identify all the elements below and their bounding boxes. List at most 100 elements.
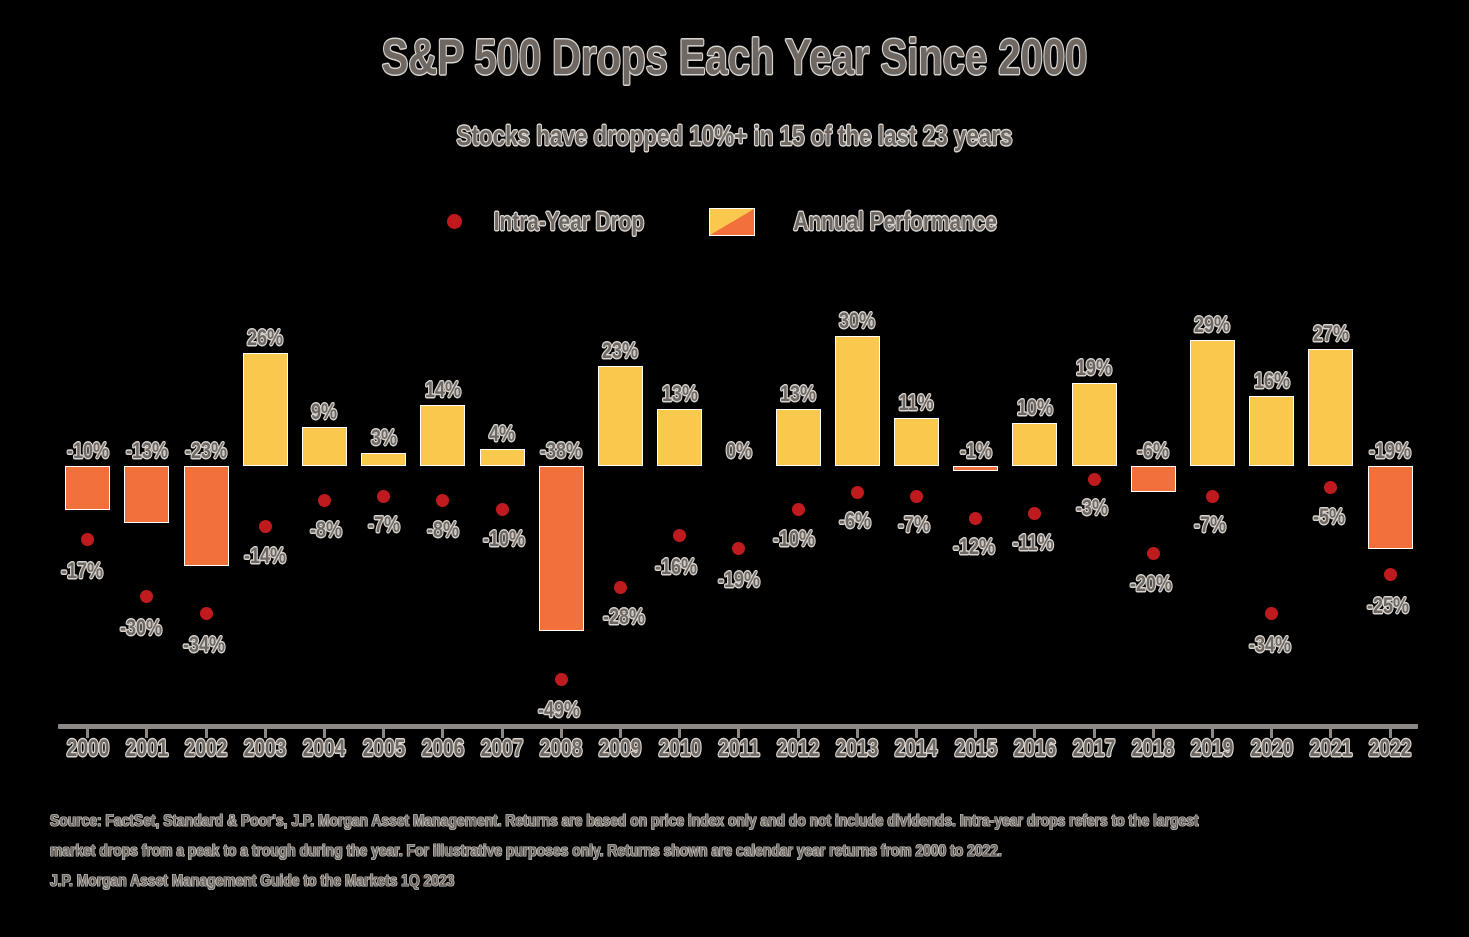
bar-2010[interactable] [657,409,703,466]
drop-value-label-2007: -10% [482,525,526,551]
split-square-icon [708,207,755,236]
x-axis-tick [559,729,563,738]
bar-2006[interactable] [420,405,466,466]
drop-dot-2007[interactable] [495,503,509,516]
bar-2020[interactable] [1249,396,1295,466]
drop-dot-2002[interactable] [199,607,213,621]
bar-2001[interactable] [124,466,170,523]
drop-value-label-2016: -11% [1012,529,1054,555]
drop-value-label-2020: -34% [1248,631,1291,657]
bar-value-label-2007: 4% [488,420,516,446]
bar-2002[interactable] [183,466,229,567]
bar-2018[interactable] [1130,466,1176,493]
bar-2014[interactable] [893,418,939,466]
x-axis-label-2010: 2010 [658,735,701,762]
x-axis-tick [914,729,918,738]
bar-2015[interactable] [953,466,999,471]
x-axis-tick [796,729,800,738]
drop-dot-2011[interactable] [732,542,746,556]
bar-2007[interactable] [479,448,525,466]
x-axis-label-2003: 2003 [243,735,287,762]
drop-dot-2013[interactable] [850,485,864,499]
x-axis-label-2002: 2002 [184,735,228,762]
drop-dot-2004[interactable] [317,494,331,508]
x-axis-label-2018: 2018 [1131,735,1175,762]
x-axis-line [58,724,1418,729]
drop-dot-2001[interactable] [140,590,154,603]
drop-dot-2000[interactable] [81,533,95,547]
bar-2013[interactable] [834,335,880,466]
drop-dot-2006[interactable] [436,494,450,508]
bar-value-label-2002: -23% [184,438,228,463]
bar-2004[interactable] [301,426,347,466]
bar-value-label-2013: 30% [839,307,876,333]
x-axis-label-2015: 2015 [954,735,997,762]
bar-2008[interactable] [538,466,584,632]
drop-dot-2022[interactable] [1383,568,1397,582]
bar-2022[interactable] [1367,466,1413,549]
drop-value-label-2001: -30% [119,614,162,640]
x-axis-label-2021: 2021 [1309,735,1353,762]
bar-value-label-2001: -13% [125,438,168,463]
x-axis-label-2020: 2020 [1250,735,1293,762]
drop-dot-2005[interactable] [377,489,391,503]
bar-2000[interactable] [65,466,111,510]
drop-dot-2015[interactable] [969,511,983,525]
x-axis-label-2001: 2001 [125,735,169,762]
drop-dot-2014[interactable] [909,489,923,503]
bar-value-label-2021: 27% [1312,320,1349,346]
drop-dot-2012[interactable] [791,503,805,516]
x-axis-tick [145,729,149,738]
drop-dot-2021[interactable] [1324,481,1338,495]
x-axis-label-2016: 2016 [1013,735,1057,762]
drop-value-label-2012: -10% [772,525,816,551]
bar-value-label-2000: -10% [66,438,109,463]
page-subtitle: Stocks have dropped 10%+ in 15 of the la… [456,120,1013,151]
drop-value-label-2015: -12% [952,534,995,560]
x-axis-tick [1210,729,1214,738]
legend-label-intra-year-drop: Intra-Year Drop [493,206,644,236]
bar-2003[interactable] [242,352,288,466]
bar-value-label-2017: 19% [1075,355,1113,381]
bar-2017[interactable] [1071,383,1117,466]
drop-dot-2019[interactable] [1205,489,1219,503]
x-axis-label-2013: 2013 [835,735,879,762]
bar-2012[interactable] [775,409,821,466]
drop-value-label-2011: -19% [717,566,760,592]
drop-value-label-2022: -25% [1366,592,1410,618]
drop-value-label-2017: -3% [1075,495,1108,521]
bar-value-label-2010: 13% [661,381,698,407]
x-axis-label-2014: 2014 [895,735,938,762]
bar-2005[interactable] [361,452,407,466]
drop-dot-2003[interactable] [258,520,272,534]
legend-item-intra-year-drop: Intra-Year Drop [446,206,663,237]
x-axis-label-2000: 2000 [66,735,109,762]
x-axis-tick [1092,729,1096,738]
x-axis-label-2017: 2017 [1072,735,1116,762]
bar-2019[interactable] [1189,339,1235,466]
drop-dot-2018[interactable] [1146,546,1160,560]
bar-2016[interactable] [1012,422,1058,466]
drop-dot-2017[interactable] [1087,472,1101,486]
bar-2021[interactable] [1308,348,1354,466]
bar-value-label-2022: -19% [1368,438,1412,463]
bar-value-label-2003: 26% [247,324,284,350]
drop-dot-2020[interactable] [1265,607,1279,621]
bar-value-label-2006: 14% [424,377,461,403]
bar-value-label-2008: -38% [540,438,583,463]
drop-value-label-2014: -7% [898,512,931,538]
drop-dot-2010[interactable] [673,529,687,543]
footnote: Source: FactSet, Standard & Poor's, J.P.… [50,806,1440,896]
legend-item-annual-performance: Annual Performance [708,206,1022,237]
legend-label-annual-performance: Annual Performance [793,206,997,236]
bar-2009[interactable] [597,365,643,466]
bar-value-label-2018: -6% [1137,438,1170,463]
drop-dot-2009[interactable] [613,581,627,595]
x-axis-label-2005: 2005 [362,735,405,762]
x-axis-tick [322,729,326,738]
drop-dot-2008[interactable] [554,672,568,686]
drop-value-label-2003: -14% [244,542,287,568]
drop-value-label-2021: -5% [1312,503,1345,529]
drop-dot-2016[interactable] [1028,507,1042,521]
x-axis-label-2006: 2006 [421,735,465,762]
